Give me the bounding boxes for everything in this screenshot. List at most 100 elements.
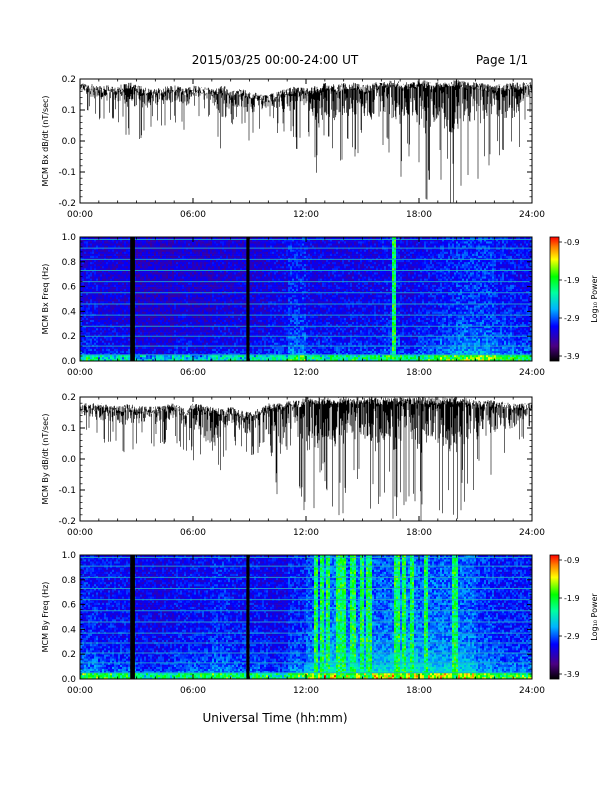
spectrogram-cell	[176, 243, 179, 246]
spectrogram-cell	[134, 253, 137, 256]
spectrogram-cell	[92, 274, 95, 277]
spectrogram-cell	[90, 259, 93, 263]
spectrogram-cell	[150, 338, 153, 341]
spectrogram-cell	[104, 340, 107, 343]
spectrogram-cell	[200, 319, 203, 323]
spectrogram-cell	[208, 358, 211, 362]
spectrogram-cell	[224, 259, 227, 263]
spectrogram-cell	[206, 325, 209, 329]
spectrogram-cell	[240, 338, 243, 341]
spectrogram-cell	[142, 239, 145, 242]
spectrogram-cell	[94, 311, 97, 314]
spectrogram-cell	[218, 237, 221, 240]
spectrogram-cell	[182, 348, 185, 351]
spectrogram-cell	[228, 323, 231, 327]
spectrogram-cell	[186, 294, 189, 298]
spectrogram-cell	[142, 286, 145, 289]
spectrogram-cell	[192, 278, 195, 281]
spectrogram-cell	[96, 278, 99, 281]
spectrogram-cell	[206, 354, 209, 358]
spectrogram-cell	[170, 241, 173, 244]
spectrogram-cell	[206, 336, 209, 339]
spectrogram-cell	[118, 259, 121, 263]
spectrogram-cell	[202, 292, 205, 296]
spectrogram-cell	[90, 276, 93, 279]
spectrogram-cell	[158, 241, 161, 244]
spectrogram-cell	[154, 290, 157, 294]
spectrogram-cell	[156, 340, 159, 343]
spectrogram-cell	[154, 259, 157, 263]
spectrogram-cell	[218, 274, 221, 277]
spectrogram-cell	[150, 342, 153, 345]
spectrogram-cell	[124, 261, 127, 265]
spectrogram-cell	[146, 276, 149, 279]
spectrogram-cell	[168, 278, 171, 281]
spectrogram-cell	[158, 307, 161, 310]
spectrogram-cell	[184, 336, 187, 339]
spectrogram-cell	[82, 296, 85, 300]
spectrogram-cell	[202, 294, 205, 298]
spectrogram-cell	[174, 299, 177, 302]
spectrogram-cell	[190, 239, 193, 242]
spectrogram-cell	[220, 299, 223, 302]
spectrogram-cell	[212, 356, 215, 360]
spectrogram-cell	[140, 336, 143, 339]
spectrogram-cell	[234, 319, 237, 323]
spectrogram-cell	[230, 317, 233, 320]
spectrogram-cell	[160, 309, 163, 312]
spectrogram-cell	[90, 358, 93, 362]
spectrogram-cell	[118, 268, 121, 271]
spectrogram-cell	[102, 270, 105, 273]
spectrogram-cell	[118, 237, 121, 240]
spectrogram-cell	[98, 336, 101, 339]
spectrogram-cell	[184, 276, 187, 279]
spectrogram-cell	[158, 261, 161, 265]
spectrogram-cell	[228, 315, 231, 318]
spectrogram-cell	[208, 346, 211, 349]
spectrogram-cell	[92, 301, 95, 304]
spectrogram-cell	[142, 330, 145, 333]
spectrogram-cell	[166, 292, 169, 296]
spectrogram-cell	[122, 268, 125, 271]
spectrogram-cell	[86, 356, 89, 360]
spectrogram-cell	[206, 319, 209, 323]
spectrogram-cell	[160, 272, 163, 275]
spectrogram-cell	[206, 334, 209, 337]
spectrogram-cell	[224, 299, 227, 302]
spectrogram-cell	[138, 334, 141, 337]
spectrogram-cell	[122, 261, 125, 265]
spectrogram-cell	[226, 251, 229, 254]
spectrogram-cell	[124, 352, 127, 356]
spectrogram-cell	[192, 332, 195, 335]
spectrogram-cell	[190, 301, 193, 304]
spectrogram-cell	[106, 259, 109, 263]
spectrogram-cell	[170, 243, 173, 246]
spectrogram-cell	[126, 253, 129, 256]
spectrogram-cell	[224, 305, 227, 308]
spectrogram-cell	[164, 356, 167, 360]
spectrogram-cell	[152, 268, 155, 271]
spectrogram-cell	[206, 237, 209, 240]
spectrogram-cell	[114, 265, 117, 269]
spectrogram-cell	[142, 340, 145, 343]
spectrogram-cell	[84, 255, 87, 258]
spectrogram-cell	[194, 334, 197, 337]
spectrogram-cell	[184, 294, 187, 298]
spectrogram-cell	[224, 272, 227, 275]
spectrogram-cell	[124, 253, 127, 256]
spectrogram-cell	[226, 237, 229, 240]
spectrogram-cell	[140, 325, 143, 329]
spectrogram-cell	[128, 346, 131, 349]
spectrogram-cell	[170, 354, 173, 358]
spectrogram-cell	[216, 348, 219, 351]
spectrogram-cell	[182, 330, 185, 333]
spectrogram-cell	[146, 346, 149, 349]
spectrogram-cell	[100, 319, 103, 323]
spectrogram-cell	[204, 249, 207, 252]
spectrogram-cell	[144, 290, 147, 294]
spectrogram-cell	[148, 327, 151, 331]
spectrogram-cell	[232, 241, 235, 244]
spectrogram-cell	[110, 270, 113, 273]
spectrogram-cell	[112, 334, 115, 337]
spectrogram-cell	[242, 336, 245, 339]
